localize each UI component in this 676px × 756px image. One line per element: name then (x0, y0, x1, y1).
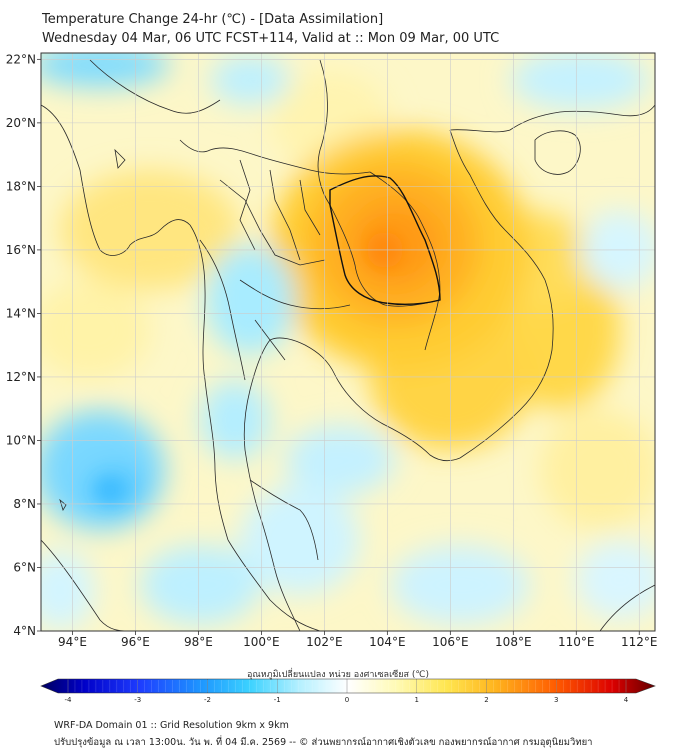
lon-tick-label: 106°E (432, 635, 469, 649)
lat-tick-label: 18°N (6, 179, 36, 193)
colorbar-tick-label: -1 (274, 696, 281, 704)
temperature-field (41, 53, 655, 631)
colorbar-ticks: -4 -3 -2 -1 0 1 2 3 4 (65, 679, 629, 704)
colorbar-label: อุณหภูมิเปลี่ยนแปลง หน่วย องศาเซลเซียส (… (246, 670, 430, 680)
colorbar-tick-label: -3 (134, 696, 141, 704)
lon-tick-label: 112°E (621, 635, 658, 649)
lon-tick-label: 104°E (369, 635, 406, 649)
colorbar-tick-label: -4 (65, 696, 73, 704)
colorbar-bar (40, 678, 656, 694)
lat-tick-label: 10°N (6, 433, 36, 447)
colorbar-tick-label: 3 (554, 696, 558, 704)
lon-tick-label: 108°E (495, 635, 532, 649)
lat-tick-label: 16°N (6, 243, 36, 257)
lon-tick-label: 100°E (243, 635, 280, 649)
temperature-change-map: 94°E 96°E 98°E 100°E 102°E 104°E 106°E 108°E 110… (6, 52, 658, 704)
lon-tick-label: 94°E (58, 635, 87, 649)
highlight-region-outline (329, 175, 441, 305)
lat-tick-label: 8°N (13, 497, 36, 511)
map-subtitle: Wednesday 04 Mar, 06 UTC FCST+114, Valid… (42, 31, 500, 46)
lon-tick-label: 110°E (558, 635, 595, 649)
lat-tick-label: 20°N (6, 116, 36, 130)
colorbar-tick-label: 2 (484, 696, 488, 704)
lon-tick-label: 102°E (306, 635, 343, 649)
colorbar-tick-label: -2 (204, 696, 211, 704)
colorbar-tick-label: 4 (624, 696, 629, 704)
lat-tick-label: 14°N (6, 306, 36, 320)
lat-tick-label: 22°N (6, 52, 36, 66)
footer-credits: ปรับปรุงข้อมูล ณ เวลา 13:00น. วัน พ. ที่… (54, 737, 593, 748)
country-boundaries (41, 59, 655, 631)
axis-ticks: 94°E 96°E 98°E 100°E 102°E 104°E 106°E 108°E 110… (6, 52, 658, 649)
lon-tick-label: 96°E (121, 635, 150, 649)
lat-tick-label: 12°N (6, 370, 36, 384)
footer-model-info: WRF-DA Domain 01 :: Grid Resolution 9km … (54, 720, 289, 731)
lat-tick-label: 4°N (13, 624, 36, 638)
map-title: Temperature Change 24-hr (℃) - [Data Ass… (42, 12, 384, 27)
colorbar-tick-label: 1 (415, 696, 419, 704)
lat-tick-label: 6°N (13, 560, 36, 574)
map-frame (40, 52, 656, 632)
lon-tick-label: 98°E (184, 635, 213, 649)
colorbar-tick-label: 0 (345, 696, 349, 704)
colorbar: -4 -3 -2 -1 0 1 2 3 4 (40, 678, 656, 704)
